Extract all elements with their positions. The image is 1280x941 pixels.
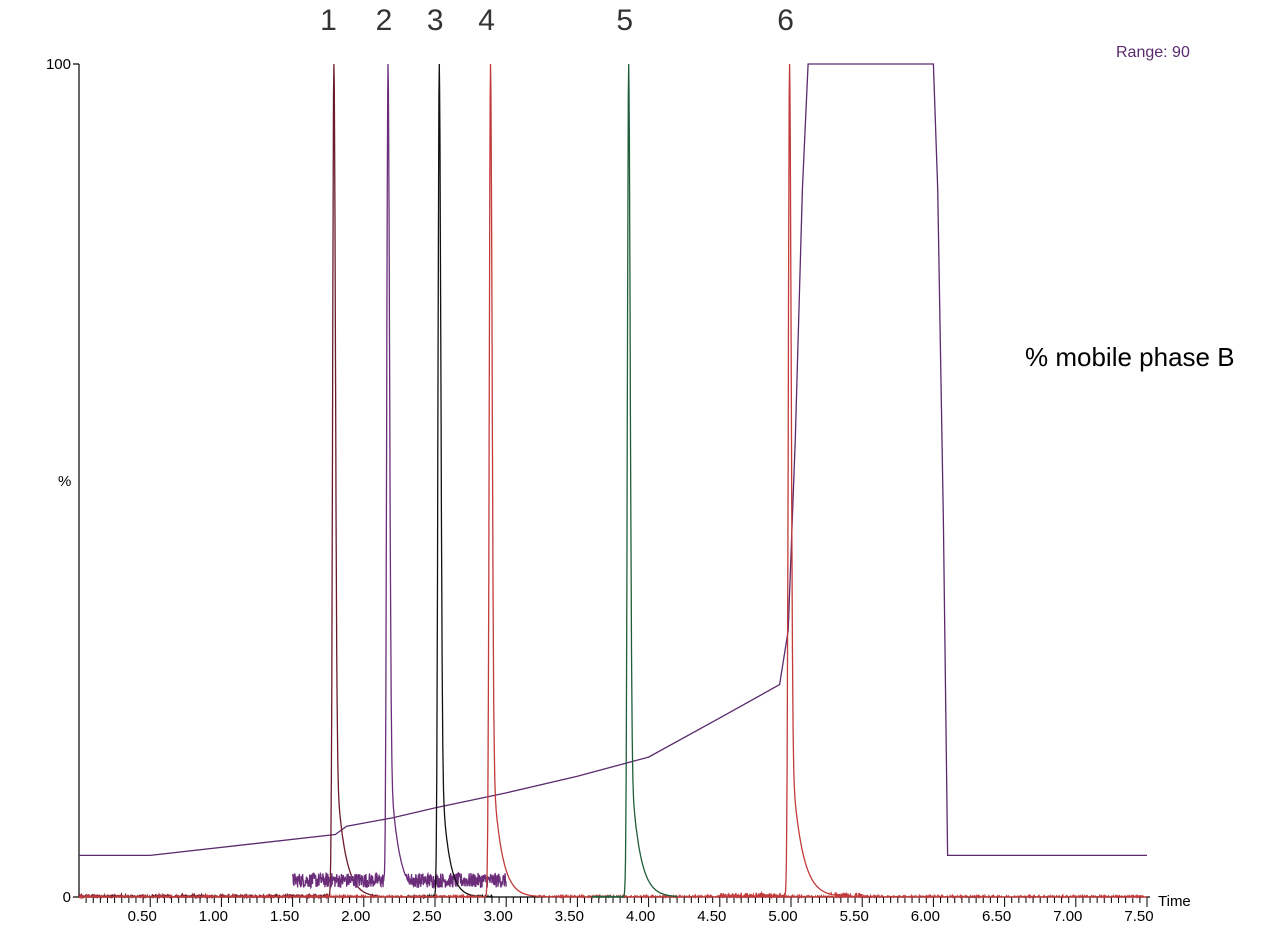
range-label: Range: 90 <box>1116 44 1190 61</box>
chromatogram-chart: 0 100 0.50 1.00 1.50 2.00 2.50 3.00 3.50 4.00 4.5… <box>0 0 1280 941</box>
peak-label: 2 <box>376 4 393 37</box>
axes <box>79 64 1150 897</box>
x-tick-label: 3.00 <box>484 908 513 925</box>
x-tick-label: 2.00 <box>341 908 370 925</box>
x-tick-label: 2.50 <box>412 908 441 925</box>
trace-peak-3 <box>407 64 493 897</box>
peak-labels: 1 2 3 4 5 6 <box>320 4 794 37</box>
x-tick-label: 5.50 <box>840 908 869 925</box>
x-tick-label: 1.50 <box>270 908 299 925</box>
x-ticks: 0.50 1.00 1.50 2.00 2.50 3.00 3.50 4.00 4.50 5.00… <box>86 897 1153 925</box>
traces <box>79 64 1147 897</box>
x-tick-label: 7.50 <box>1124 908 1153 925</box>
trace-peak-2 <box>293 64 507 888</box>
trace-peak-1 <box>79 64 378 897</box>
x-tick-label: 4.50 <box>697 908 726 925</box>
x-tick-label: 6.50 <box>982 908 1011 925</box>
x-tick-label: 0.50 <box>128 908 157 925</box>
trace-peak-6 <box>720 64 862 897</box>
mobile-phase-annotation: % mobile phase B <box>1025 342 1235 372</box>
y-axis-label: % <box>58 473 71 490</box>
y-tick-label: 100 <box>46 56 71 73</box>
y-tick-label: 0 <box>63 889 71 906</box>
trace-peak-4 <box>79 64 1147 897</box>
x-tick-label: 6.00 <box>911 908 940 925</box>
x-tick-label: 1.00 <box>199 908 228 925</box>
trace--mobile-phase-b <box>79 64 1147 855</box>
peak-label: 6 <box>777 4 794 37</box>
x-tick-label: 3.50 <box>555 908 584 925</box>
peak-label: 3 <box>427 4 444 37</box>
x-axis-label: Time <box>1158 893 1191 910</box>
trace-peak-5 <box>592 64 678 897</box>
x-tick-label: 7.00 <box>1053 908 1082 925</box>
x-tick-label: 4.00 <box>626 908 655 925</box>
x-tick-label: 5.00 <box>768 908 797 925</box>
peak-label: 5 <box>616 4 633 37</box>
peak-label: 1 <box>320 4 337 37</box>
peak-label: 4 <box>478 4 495 37</box>
